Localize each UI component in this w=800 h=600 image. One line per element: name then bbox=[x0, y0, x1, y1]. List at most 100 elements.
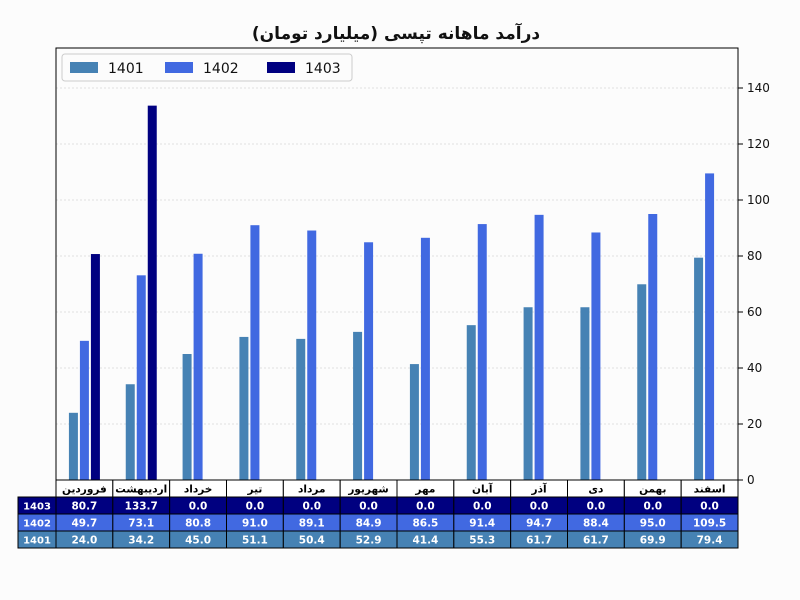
bar-1402-2 bbox=[193, 253, 203, 480]
category-label: تیر bbox=[247, 484, 263, 496]
gridlines bbox=[56, 87, 738, 425]
table-value-1402-0: 49.7 bbox=[71, 518, 97, 530]
table-value-1401-4: 50.4 bbox=[299, 535, 325, 547]
bar-1403-1 bbox=[147, 105, 157, 480]
category-label: مرداد bbox=[298, 484, 325, 496]
legend-label-1403: 1403 bbox=[305, 61, 341, 77]
table-value-1401-0: 24.0 bbox=[71, 535, 97, 547]
table-value-1403-10: 0.0 bbox=[643, 501, 662, 513]
y-tick-label: 140 bbox=[747, 81, 770, 95]
bar-1402-6 bbox=[420, 237, 430, 480]
category-label: آبان bbox=[472, 483, 493, 496]
bar-1402-5 bbox=[364, 242, 374, 480]
category-label: شهریور bbox=[347, 484, 388, 496]
table-value-1403-9: 0.0 bbox=[587, 501, 606, 513]
y-tick-label: 100 bbox=[747, 193, 770, 207]
bar-1402-11 bbox=[705, 173, 715, 480]
table-value-1402-8: 94.7 bbox=[526, 518, 552, 530]
bar-1401-11 bbox=[694, 257, 704, 480]
bar-1401-10 bbox=[637, 284, 647, 480]
legend-box bbox=[61, 53, 353, 82]
table-value-1403-11: 0.0 bbox=[700, 501, 719, 513]
y-tick-label: 80 bbox=[747, 249, 762, 263]
table-value-1402-11: 109.5 bbox=[693, 518, 726, 530]
data-table: فروردین اردیبهشت خرداد تیر مرداد شهریور مهر آبا… bbox=[17, 479, 739, 549]
table-value-1402-5: 84.9 bbox=[356, 518, 382, 530]
table-value-1402-2: 80.8 bbox=[185, 518, 211, 530]
bars bbox=[68, 105, 715, 480]
bar-1401-7 bbox=[466, 325, 476, 480]
bar-1402-0 bbox=[79, 340, 89, 480]
legend: 1401 1402 1403 bbox=[61, 53, 353, 82]
table-value-1403-3: 0.0 bbox=[246, 501, 265, 513]
category-label: فروردین bbox=[62, 484, 107, 496]
table-value-1403-2: 0.0 bbox=[189, 501, 208, 513]
table-value-1402-9: 88.4 bbox=[583, 518, 609, 530]
chart-title: درآمد ماهانه تپسی (میلیارد تومان) bbox=[252, 22, 540, 44]
legend-label-1401: 1401 bbox=[108, 61, 144, 77]
bar-1403-0 bbox=[90, 254, 100, 480]
category-label: مهر bbox=[414, 484, 435, 496]
bar-1401-2 bbox=[182, 354, 192, 480]
bar-1401-3 bbox=[239, 336, 249, 480]
table-value-1401-1: 34.2 bbox=[128, 535, 154, 547]
y-tick-label: 120 bbox=[747, 137, 770, 151]
bar-1402-9 bbox=[591, 232, 601, 480]
table-value-1401-3: 51.1 bbox=[242, 535, 268, 547]
table-value-1403-1: 133.7 bbox=[125, 501, 158, 513]
plot-frame bbox=[55, 47, 739, 481]
table-value-1401-10: 69.9 bbox=[640, 535, 666, 547]
table-value-1401-9: 61.7 bbox=[583, 535, 609, 547]
table-value-1402-4: 89.1 bbox=[299, 518, 325, 530]
table-value-1403-4: 0.0 bbox=[302, 501, 321, 513]
table-value-1401-5: 52.9 bbox=[356, 535, 382, 547]
bar-1402-7 bbox=[477, 224, 487, 480]
table-row-label-1402: 1402 bbox=[23, 519, 51, 530]
table-value-1402-10: 95.0 bbox=[640, 518, 666, 530]
bar-1401-5 bbox=[353, 331, 363, 480]
bar-1402-4 bbox=[307, 230, 317, 480]
bar-1401-9 bbox=[580, 307, 590, 480]
legend-swatch-1403 bbox=[267, 62, 295, 73]
y-tick-label: 0 bbox=[747, 473, 755, 487]
category-label: اردیبهشت bbox=[115, 484, 167, 496]
table-value-1401-8: 61.7 bbox=[526, 535, 552, 547]
table-value-1403-0: 80.7 bbox=[71, 501, 97, 513]
bar-1402-3 bbox=[250, 225, 260, 480]
table-row-label-1403: 1403 bbox=[23, 502, 51, 513]
bar-1401-8 bbox=[523, 307, 533, 480]
bar-1401-1 bbox=[125, 384, 135, 480]
y-tick-label: 20 bbox=[747, 417, 762, 431]
table-value-1403-6: 0.0 bbox=[416, 501, 435, 513]
category-label: آذر bbox=[531, 483, 547, 496]
y-tick-label: 40 bbox=[747, 361, 762, 375]
table-value-1402-1: 73.1 bbox=[128, 518, 154, 530]
legend-swatch-1401 bbox=[70, 62, 98, 73]
legend-label-1402: 1402 bbox=[203, 61, 239, 77]
table-row-label-1401: 1401 bbox=[23, 536, 51, 547]
category-label: خرداد bbox=[184, 484, 212, 496]
table-value-1402-7: 91.4 bbox=[469, 518, 495, 530]
legend-swatch-1402 bbox=[165, 62, 193, 73]
table-value-1403-7: 0.0 bbox=[473, 501, 492, 513]
table-value-1401-6: 41.4 bbox=[412, 535, 438, 547]
table-value-1401-7: 55.3 bbox=[469, 535, 495, 547]
y-tick-label: 60 bbox=[747, 305, 762, 319]
category-label: دی bbox=[588, 484, 604, 496]
category-label: بهمن bbox=[639, 484, 666, 496]
table-cell bbox=[680, 530, 739, 549]
bar-1401-4 bbox=[296, 338, 306, 480]
y-axis: 0 20 40 60 80 100 120 140 bbox=[738, 81, 770, 487]
table-value-1402-3: 91.0 bbox=[242, 518, 268, 530]
table-value-1402-6: 86.5 bbox=[412, 518, 438, 530]
table-value-1403-5: 0.0 bbox=[359, 501, 378, 513]
bar-1401-0 bbox=[68, 412, 78, 480]
category-label: اسفند bbox=[694, 484, 726, 496]
table-value-1403-8: 0.0 bbox=[530, 501, 549, 513]
bar-1402-1 bbox=[136, 275, 146, 480]
table-value-1401-2: 45.0 bbox=[185, 535, 211, 547]
bar-1402-10 bbox=[648, 214, 658, 480]
bar-1402-8 bbox=[534, 214, 544, 480]
table-value-1401-11: 79.4 bbox=[697, 535, 723, 547]
